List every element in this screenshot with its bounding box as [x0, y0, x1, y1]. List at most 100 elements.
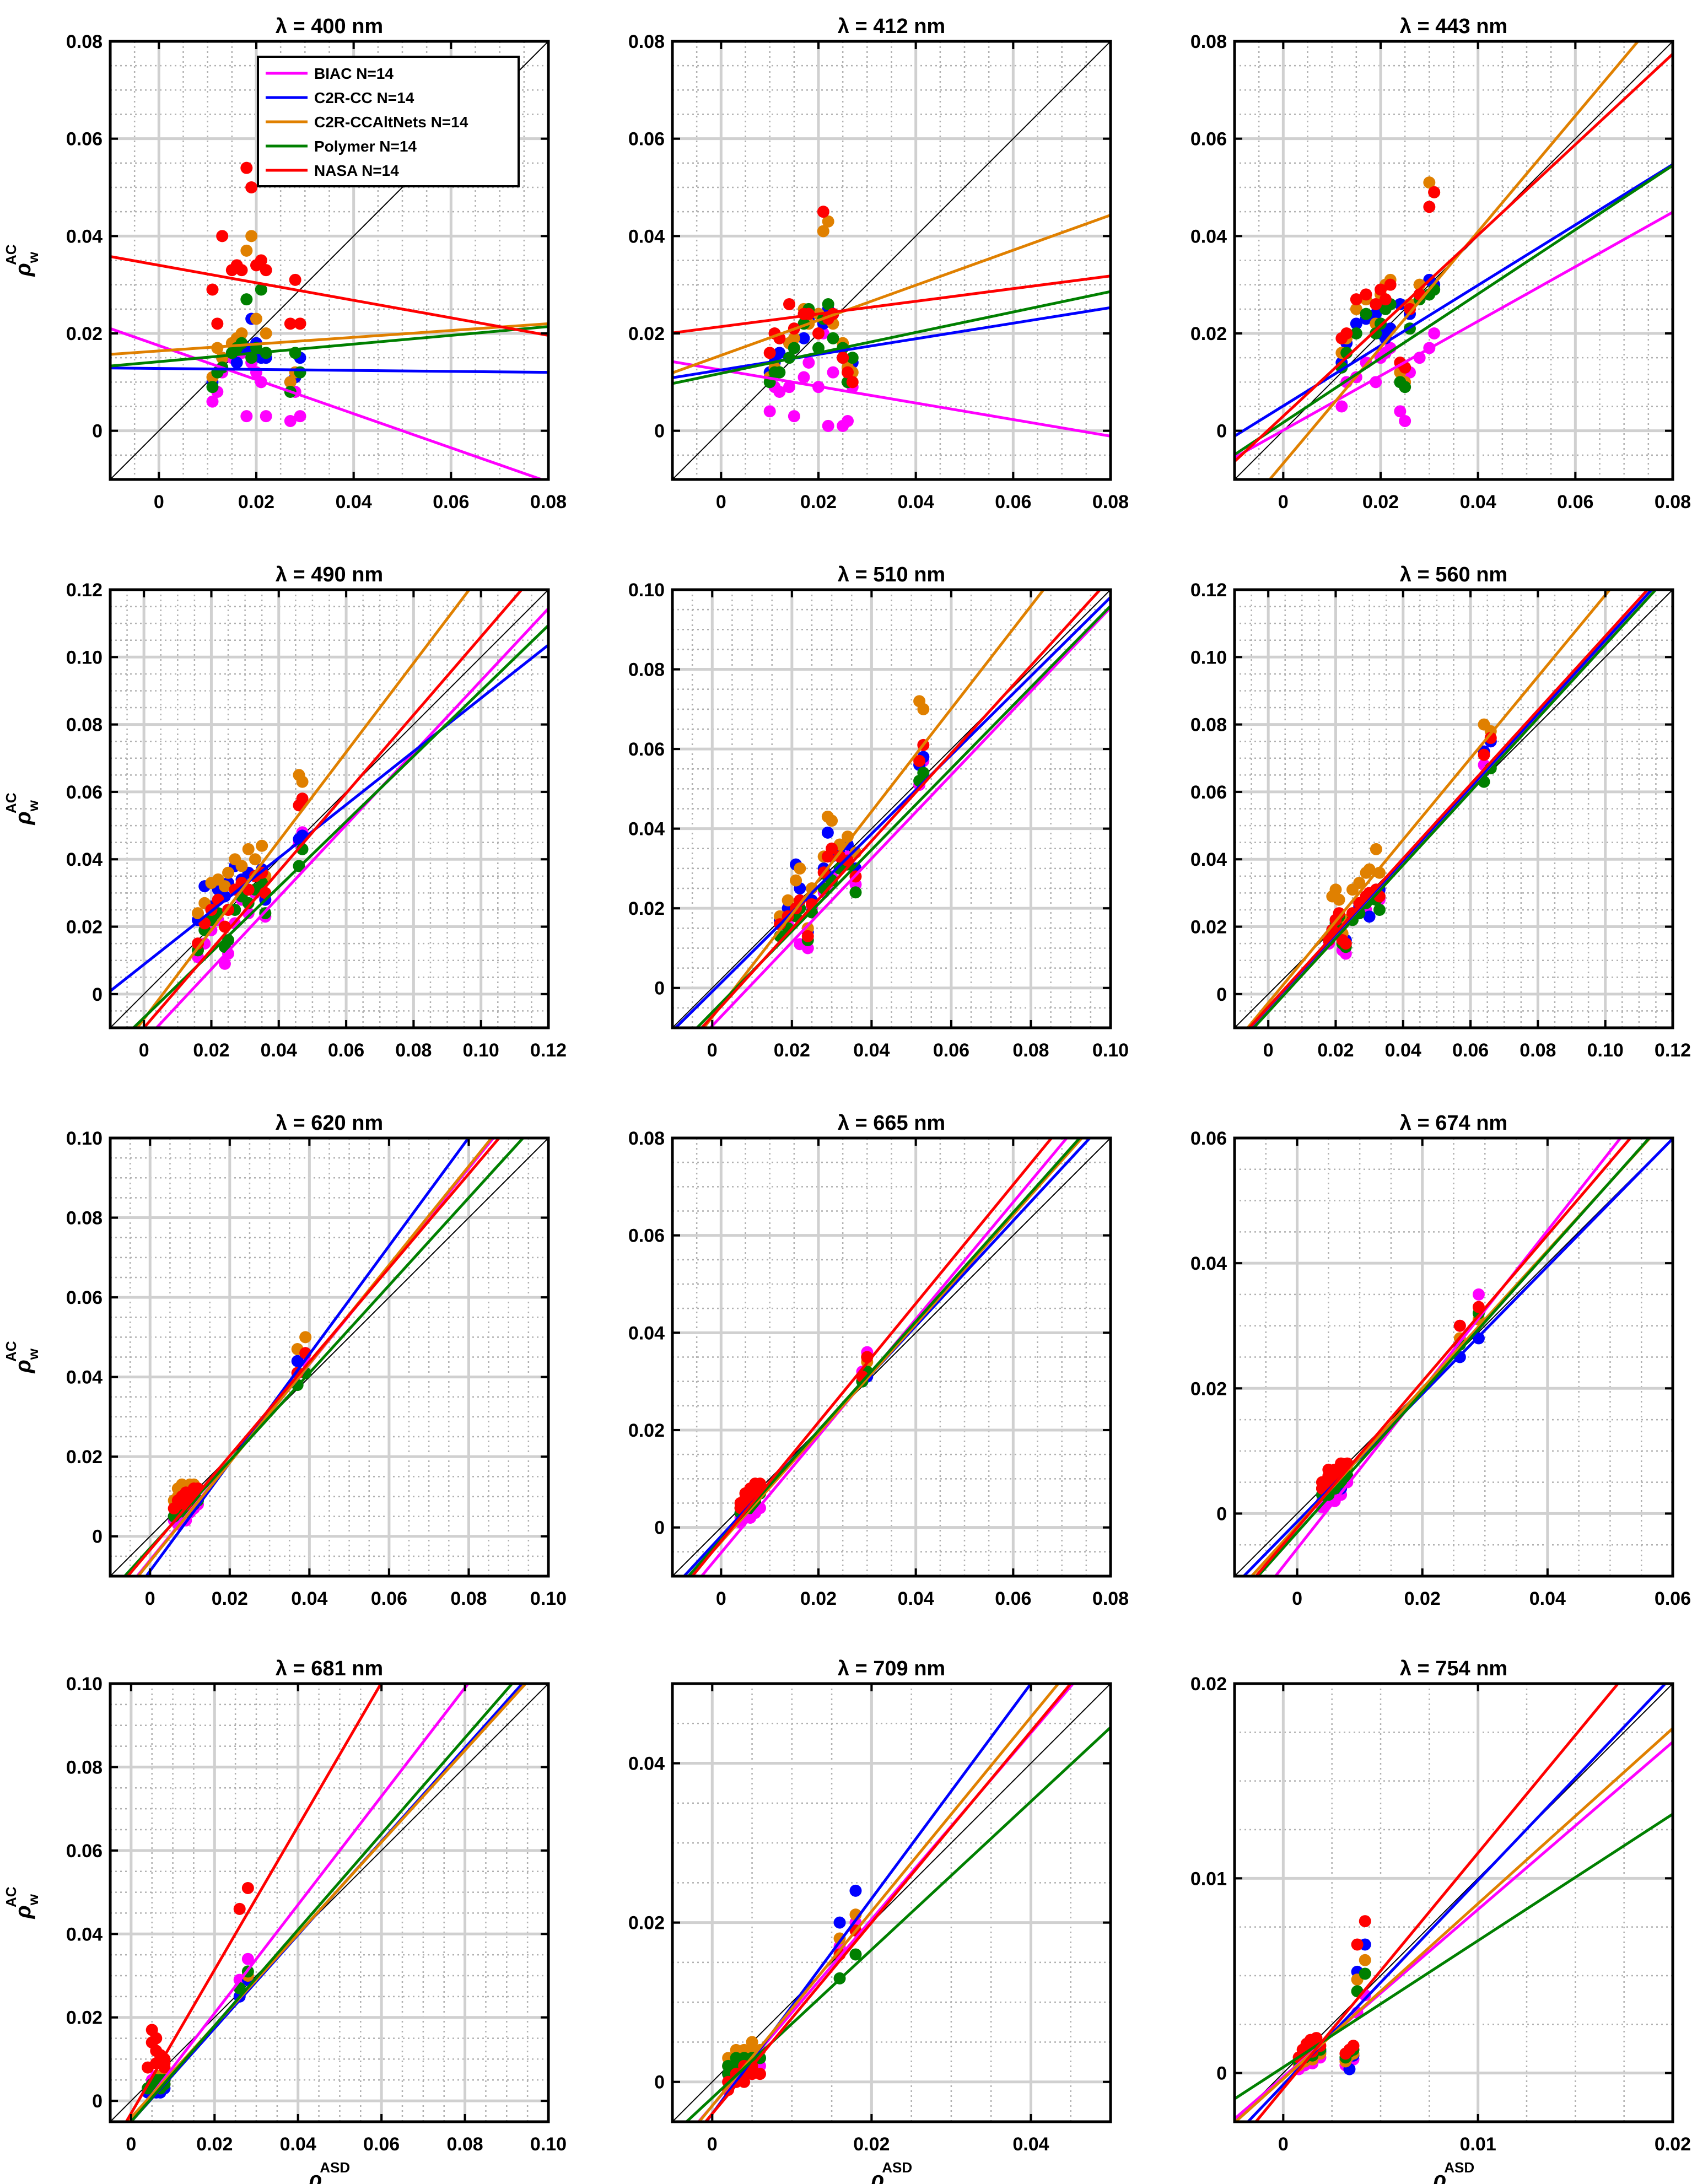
- x-tick-label: 0.02: [193, 1040, 229, 1061]
- data-point: [833, 1916, 846, 1929]
- data-point: [1359, 1915, 1371, 1928]
- legend-label: NASA N=14: [314, 162, 399, 179]
- y-tick-label: 0.10: [628, 580, 665, 601]
- data-point: [1394, 405, 1407, 418]
- data-point: [1384, 278, 1397, 291]
- data-point: [1370, 308, 1382, 320]
- data-point: [798, 332, 810, 344]
- data-point: [798, 371, 810, 384]
- y-tick-label: 0.06: [628, 1226, 665, 1247]
- y-tick-label: 0.08: [66, 1208, 103, 1229]
- data-point: [255, 283, 267, 296]
- data-point: [827, 332, 839, 344]
- y-tick-label: 0.02: [1190, 1674, 1227, 1695]
- data-point: [218, 880, 231, 893]
- data-point: [783, 381, 795, 393]
- x-tick-label: 0: [707, 1040, 718, 1061]
- data-point: [849, 886, 862, 899]
- y-tick-label: 0.02: [66, 1447, 103, 1468]
- y-tick-label: 0: [654, 421, 665, 442]
- x-tick-label: 0.02: [800, 492, 837, 513]
- axes-frame: [109, 1136, 550, 1578]
- data-point: [235, 860, 248, 872]
- fit-line-biac: [1235, 211, 1673, 459]
- panel-754nm: 0 0 0.01 0.01 0.02 0.02 λ = 754 nm ρwASD: [1190, 1657, 1691, 2184]
- fit-line-c2r-ccaltnets: [110, 322, 548, 356]
- y-tick-label: 0.04: [1190, 226, 1227, 247]
- panel-title: λ = 709 nm: [838, 1657, 945, 1680]
- fit-line-nasa: [690, 1138, 1054, 1576]
- y-tick-label: 0.04: [66, 849, 103, 870]
- panel-title: λ = 560 nm: [1400, 563, 1507, 586]
- data-point: [1375, 283, 1387, 296]
- plot-content: [672, 590, 1111, 1028]
- data-point: [192, 907, 204, 920]
- x-tick-label: 0.08: [1092, 492, 1129, 513]
- data-point: [240, 244, 253, 257]
- y-tick-label: 0.02: [66, 2008, 103, 2029]
- panel-412nm: 0 0 0.02 0.02 0.04 0.04 0.06 0.06 0.08 0.08 λ = 41…: [628, 15, 1129, 513]
- data-point: [773, 347, 786, 359]
- x-tick-label: 0.10: [1587, 1040, 1624, 1061]
- data-point: [790, 874, 802, 887]
- data-point: [1370, 843, 1382, 855]
- y-tick-label: 0.08: [1190, 31, 1227, 52]
- fit-line-c2r-ccaltnets: [1268, 41, 1640, 479]
- data-point: [849, 1948, 862, 1961]
- y-tick-label: 0.06: [66, 782, 103, 803]
- data-point: [284, 376, 297, 389]
- panel-title: λ = 681 nm: [276, 1657, 383, 1680]
- x-tick-label: 0: [1263, 1040, 1274, 1061]
- x-tick-label: 0.02: [1317, 1040, 1354, 1061]
- x-tick-label: 0.08: [1655, 492, 1691, 513]
- data-point: [1363, 910, 1376, 923]
- y-tick-label: 0.10: [66, 647, 103, 668]
- y-tick-label: 0.02: [628, 898, 665, 919]
- data-point: [822, 298, 834, 310]
- panel-443nm: 0 0 0.02 0.02 0.04 0.04 0.06 0.06 0.08 0.08 λ = 44…: [1190, 15, 1691, 513]
- axes-frame: [109, 40, 550, 481]
- panel-title: λ = 620 nm: [276, 1112, 383, 1135]
- data-point: [1339, 937, 1352, 950]
- axes-frame: [1233, 1682, 1674, 2123]
- y-tick-label: 0.04: [628, 1323, 665, 1344]
- plot-content: [110, 590, 548, 1028]
- y-tick-label: 0.10: [1190, 647, 1227, 668]
- data-point: [235, 337, 248, 349]
- y-tick-label: 0.08: [1190, 715, 1227, 736]
- x-tick-label: 0.04: [261, 1040, 297, 1061]
- y-tick-label: 0: [654, 1518, 665, 1539]
- data-point: [1472, 1288, 1485, 1301]
- data-point: [1360, 308, 1372, 320]
- legend: BIAC N=14 C2R-CC N=14 C2R-CCAltNets N=14 Po…: [257, 56, 520, 187]
- data-point: [773, 386, 786, 398]
- data-point: [296, 792, 309, 805]
- data-point: [913, 754, 926, 767]
- y-tick-label: 0.04: [66, 226, 103, 247]
- data-point: [291, 1355, 304, 1367]
- fit-line-c2r-cc: [672, 306, 1111, 379]
- plot-content: [110, 41, 548, 479]
- data-point: [1350, 303, 1362, 315]
- data-point: [822, 215, 834, 228]
- legend-entry-nasa: NASA N=14: [266, 162, 399, 179]
- x-tick-label: 0.08: [1012, 1040, 1049, 1061]
- data-point: [235, 327, 248, 339]
- fit-line-c2r-cc: [1235, 163, 1673, 438]
- y-tick-label: 0: [1216, 984, 1227, 1005]
- x-tick-label: 0: [126, 2134, 136, 2155]
- x-axis-label: ρwASD: [870, 2159, 912, 2184]
- axes-frame: [1233, 1136, 1674, 1578]
- y-tick-label: 0: [654, 2072, 665, 2093]
- x-tick-label: 0.01: [1460, 2134, 1496, 2155]
- data-point: [812, 327, 825, 339]
- x-tick-label: 0.08: [446, 2134, 483, 2155]
- fit-line-polymer: [129, 1684, 514, 2122]
- y-tick-label: 0.06: [628, 129, 665, 150]
- data-point: [255, 254, 267, 267]
- panel-681nm: 0 0 0.02 0.02 0.04 0.04 0.06 0.06 0.08 0.08 0.10 0.…: [3, 1657, 567, 2184]
- x-axis-label: ρwASD: [1432, 2159, 1474, 2184]
- data-point: [817, 206, 829, 218]
- fit-line-nasa: [142, 590, 524, 1028]
- data-point: [794, 862, 806, 875]
